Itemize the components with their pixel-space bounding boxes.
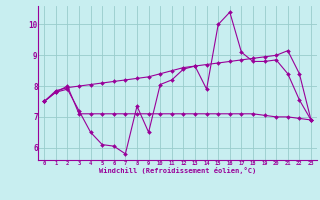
X-axis label: Windchill (Refroidissement éolien,°C): Windchill (Refroidissement éolien,°C) xyxy=(99,167,256,174)
